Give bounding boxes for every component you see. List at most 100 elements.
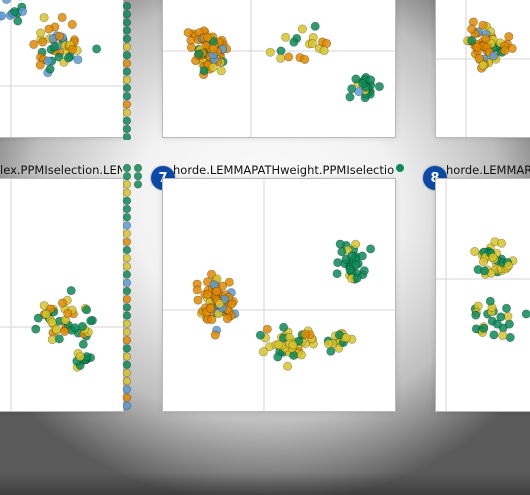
scatter-point: [122, 100, 132, 109]
scatter-point: [194, 49, 204, 59]
scatter-point: [63, 53, 73, 63]
scatter-panel-center[interactable]: [162, 178, 396, 412]
scatter-point: [122, 311, 132, 320]
scatter-point: [359, 266, 369, 276]
scatter-point: [54, 334, 64, 344]
scatter-point: [485, 296, 495, 306]
scatter-point: [474, 53, 484, 63]
scatter-point: [77, 322, 87, 332]
scatter-point: [122, 336, 132, 345]
scatter-point: [227, 299, 237, 309]
scatter-point: [283, 361, 293, 371]
scatter-point: [66, 286, 76, 296]
scatter-point: [122, 124, 132, 134]
scatter-point: [122, 286, 132, 296]
scatter-point: [273, 352, 283, 362]
scatter-point: [354, 87, 364, 97]
scatter-point: [479, 323, 489, 333]
scatter-point: [481, 34, 491, 44]
scatter-point: [212, 286, 222, 296]
scatter-point: [122, 180, 132, 189]
scatter-point: [199, 66, 209, 76]
scatter-point: [352, 273, 362, 283]
scatter-point: [345, 265, 355, 275]
scatter-point: [122, 26, 132, 35]
scatter-point: [326, 346, 336, 356]
scatter-point: [58, 298, 68, 308]
scatter-point: [122, 303, 132, 312]
scatter-point: [347, 251, 357, 261]
scatter-point: [31, 324, 41, 334]
scatter-point: [36, 28, 46, 38]
scatter-point: [337, 247, 347, 257]
scatter-point: [47, 318, 57, 328]
scatter-panel-left[interactable]: [0, 178, 124, 412]
scatter-point: [284, 52, 294, 62]
scatter-point: [351, 239, 361, 249]
scatter-point: [0, 11, 7, 21]
scatter-panel-right[interactable]: [435, 178, 530, 412]
scatter-point: [345, 92, 355, 102]
scatter-point: [216, 66, 226, 76]
scatter-point: [186, 42, 196, 52]
scatter-point: [43, 56, 53, 66]
scatter-point: [351, 74, 361, 84]
panel-title-right: horde.LEMMARE: [446, 163, 530, 177]
scatter-point: [13, 16, 23, 26]
scatter-point: [122, 51, 132, 60]
scatter-point: [122, 108, 132, 117]
panel-title-center: horde.LEMMAPATHweight.PPMIselection.L...: [173, 163, 395, 177]
scatter-point: [86, 316, 96, 326]
scatter-point: [497, 238, 507, 248]
scatter-point: [206, 269, 216, 279]
scatter-point: [366, 75, 376, 85]
scatter-point: [262, 324, 272, 334]
scatter-point: [78, 339, 88, 349]
token-color-strip-middle: [120, 162, 144, 414]
scatter-point: [366, 244, 376, 254]
scatter-panel-top-right[interactable]: [435, 0, 530, 138]
scatter-point: [504, 261, 514, 271]
scatter-point: [504, 319, 514, 329]
scatter-point: [374, 82, 384, 92]
scatter-point: [467, 36, 477, 46]
scatter-point: [122, 34, 132, 43]
scatter-point: [205, 304, 215, 314]
scatter-point: [57, 12, 67, 22]
scatter-point: [122, 344, 132, 353]
scatter-point: [310, 21, 320, 31]
scatter-panel-top-center[interactable]: [162, 0, 396, 138]
scatter-point: [224, 277, 234, 287]
scatter-point: [49, 42, 59, 52]
scatter-point: [122, 245, 132, 255]
scatter-point: [122, 18, 132, 27]
panel-title-left: lex.PPMIselection.LENG...: [0, 163, 122, 177]
scatter-point: [471, 310, 481, 320]
scatter-point: [122, 116, 132, 125]
scatter-point: [300, 329, 310, 339]
scatter-point: [498, 330, 508, 340]
scatter-point: [122, 92, 132, 101]
scatter-point: [122, 393, 132, 402]
scatter-point: [335, 239, 345, 249]
scatter-point: [122, 254, 132, 263]
scatter-point: [504, 32, 514, 42]
scatter-panel-top-left[interactable]: [0, 0, 124, 138]
scatter-point: [122, 172, 132, 181]
scatter-point: [324, 339, 334, 349]
scatter-point: [122, 385, 132, 394]
scatter-point: [133, 163, 143, 173]
scatter-point: [73, 55, 83, 65]
scatter-point: [122, 401, 132, 410]
scatter-point: [92, 44, 102, 54]
scatter-point: [307, 39, 317, 49]
scatter-point: [122, 295, 132, 304]
scatter-point: [210, 330, 220, 340]
scatter-point: [51, 325, 61, 335]
scatter-point: [122, 360, 132, 369]
scatter-point: [332, 269, 342, 279]
scatter-point: [215, 299, 225, 309]
scatter-point: [358, 79, 368, 89]
scatter-point: [467, 24, 477, 34]
scatter-point: [297, 24, 307, 34]
